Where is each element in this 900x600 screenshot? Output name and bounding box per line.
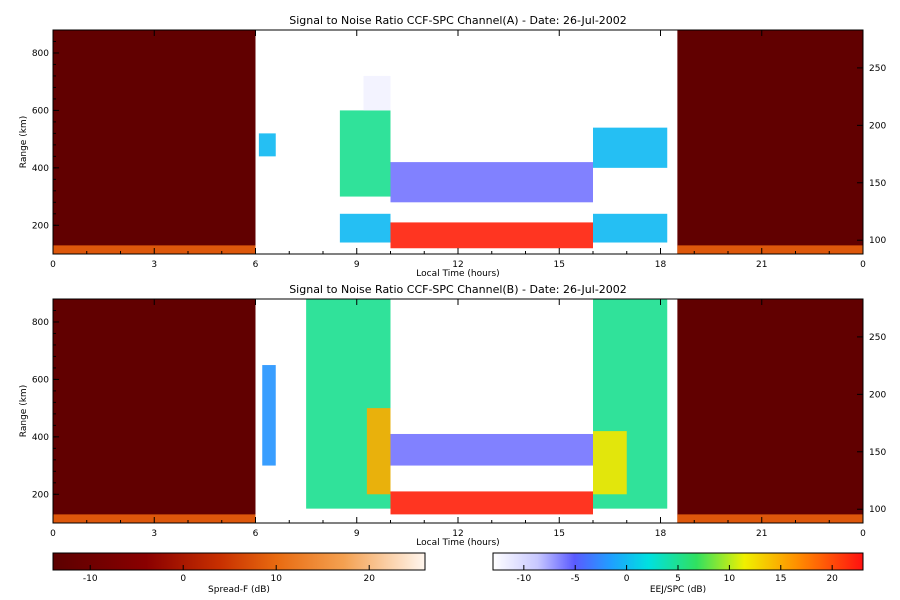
colorbar-tick-label: -5 bbox=[571, 574, 580, 584]
y2-tick-label: 150 bbox=[869, 448, 886, 458]
colorbar-tick-label: -10 bbox=[516, 574, 531, 584]
eej-spc-region-10 bbox=[593, 213, 668, 243]
panel-a-heatmap bbox=[53, 30, 863, 254]
x-tick-label: 0 bbox=[50, 260, 56, 270]
x-tick-label: 15 bbox=[554, 529, 565, 539]
x-tick-label: 21 bbox=[756, 529, 767, 539]
x-tick-label: 0 bbox=[860, 260, 866, 270]
panel-b-title: Signal to Noise Ratio CCF-SPC Channel(B)… bbox=[289, 283, 627, 296]
spread-f-region-1 bbox=[677, 30, 863, 254]
spread-f-region-1 bbox=[677, 299, 863, 523]
eej-spc-colorbar-label: EEJ/SPC (dB) bbox=[650, 585, 706, 595]
y2-tick-label: 200 bbox=[869, 390, 886, 400]
spread-f-colorbar: -10 0 10 20 Spread-F (dB) bbox=[52, 552, 426, 595]
eej-spc-region-7 bbox=[339, 213, 391, 243]
colorbar-tick-label: -10 bbox=[83, 574, 98, 584]
panel-a-xlabel: Local Time (hours) bbox=[416, 269, 499, 279]
eej-spc-region-6 bbox=[258, 133, 276, 157]
eej-spc-region-5 bbox=[390, 433, 593, 466]
x-tick-label: 3 bbox=[151, 260, 157, 270]
y-tick-label: 800 bbox=[32, 49, 49, 59]
eej-spc-region-11 bbox=[593, 127, 668, 168]
x-tick-label: 6 bbox=[253, 529, 259, 539]
x-tick-label: 6 bbox=[253, 260, 259, 270]
eej-spc-region-5 bbox=[390, 162, 593, 203]
spread-f-colorbar-label: Spread-F (dB) bbox=[208, 585, 270, 595]
panel-b-xlabel: Local Time (hours) bbox=[416, 538, 499, 548]
colorbar-tick-label: 5 bbox=[675, 574, 681, 584]
y-tick-label: 200 bbox=[32, 490, 49, 500]
x-tick-label: 3 bbox=[151, 529, 157, 539]
panel-b-ylabel: Range (km) bbox=[19, 385, 29, 437]
eej-spc-region-8 bbox=[339, 110, 391, 197]
y-tick-label: 600 bbox=[32, 106, 49, 116]
spread-f-region-0 bbox=[53, 299, 256, 523]
x-tick-label: 21 bbox=[756, 260, 767, 270]
x-tick-label: 12 bbox=[452, 260, 463, 270]
y-tick-label: 800 bbox=[32, 318, 49, 328]
y2-tick-label: 150 bbox=[869, 179, 886, 189]
x-tick-label: 18 bbox=[655, 529, 667, 539]
panel-a-title: Signal to Noise Ratio CCF-SPC Channel(A)… bbox=[289, 14, 627, 27]
panel-b: 0 3 6 9 12 15 18 21 0 200 400 600 800 100 150 200 250 Si… bbox=[19, 283, 886, 548]
eej-spc-region-4 bbox=[390, 491, 593, 515]
eej-spc-region-9 bbox=[363, 75, 391, 111]
colorbar-tick-label: 0 bbox=[624, 574, 630, 584]
spread-f-colorbar-gradient bbox=[52, 552, 426, 571]
y2-tick-label: 250 bbox=[869, 333, 886, 343]
x-tick-label: 0 bbox=[50, 529, 56, 539]
y2-tick-label: 100 bbox=[869, 236, 886, 246]
y2-tick-label: 200 bbox=[869, 121, 886, 131]
x-tick-label: 12 bbox=[452, 529, 463, 539]
eej-spc-colorbar: -10 -5 0 5 10 15 20 EEJ/SPC (dB) bbox=[492, 552, 864, 595]
colorbar-tick-label: 0 bbox=[180, 574, 186, 584]
panel-a-ylabel: Range (km) bbox=[19, 116, 29, 168]
spread-f-colorbar-ticks: -10 0 10 20 bbox=[83, 565, 375, 584]
y-tick-label: 400 bbox=[32, 433, 49, 443]
x-tick-label: 9 bbox=[354, 529, 360, 539]
colorbar-tick-label: 10 bbox=[724, 574, 736, 584]
y2-tick-label: 100 bbox=[869, 505, 886, 515]
x-tick-label: 9 bbox=[354, 260, 360, 270]
x-tick-label: 18 bbox=[655, 260, 667, 270]
eej-spc-colorbar-ticks: -10 -5 0 5 10 15 20 bbox=[516, 565, 838, 584]
spread-f-region-0 bbox=[53, 30, 256, 254]
eej-spc-region-10 bbox=[593, 431, 627, 495]
eej-spc-region-6 bbox=[262, 365, 276, 466]
spread-f-region-3 bbox=[677, 514, 863, 523]
x-tick-label: 0 bbox=[860, 529, 866, 539]
y-tick-label: 400 bbox=[32, 164, 49, 174]
colorbar-tick-label: 20 bbox=[826, 574, 838, 584]
y2-tick-label: 250 bbox=[869, 64, 886, 74]
eej-spc-region-4 bbox=[390, 222, 593, 249]
y-tick-label: 200 bbox=[32, 221, 49, 231]
colorbar-tick-label: 20 bbox=[363, 574, 375, 584]
spread-f-region-3 bbox=[677, 245, 863, 254]
panel-b-heatmap bbox=[53, 299, 863, 523]
x-tick-label: 15 bbox=[554, 260, 565, 270]
y-tick-label: 600 bbox=[32, 375, 49, 385]
colorbar-tick-label: 15 bbox=[775, 574, 786, 584]
panel-a-ticks: 0 3 6 9 12 15 18 21 0 200 400 600 800 100 150 200 250 bbox=[32, 30, 886, 270]
panel-b-ticks: 0 3 6 9 12 15 18 21 0 200 400 600 800 100 150 200 250 bbox=[32, 299, 886, 539]
eej-spc-region-8 bbox=[366, 408, 391, 495]
colorbar-tick-label: 10 bbox=[270, 574, 282, 584]
panel-a: 0 3 6 9 12 15 18 21 0 200 400 600 800 100 150 200 250 Si… bbox=[19, 14, 886, 279]
